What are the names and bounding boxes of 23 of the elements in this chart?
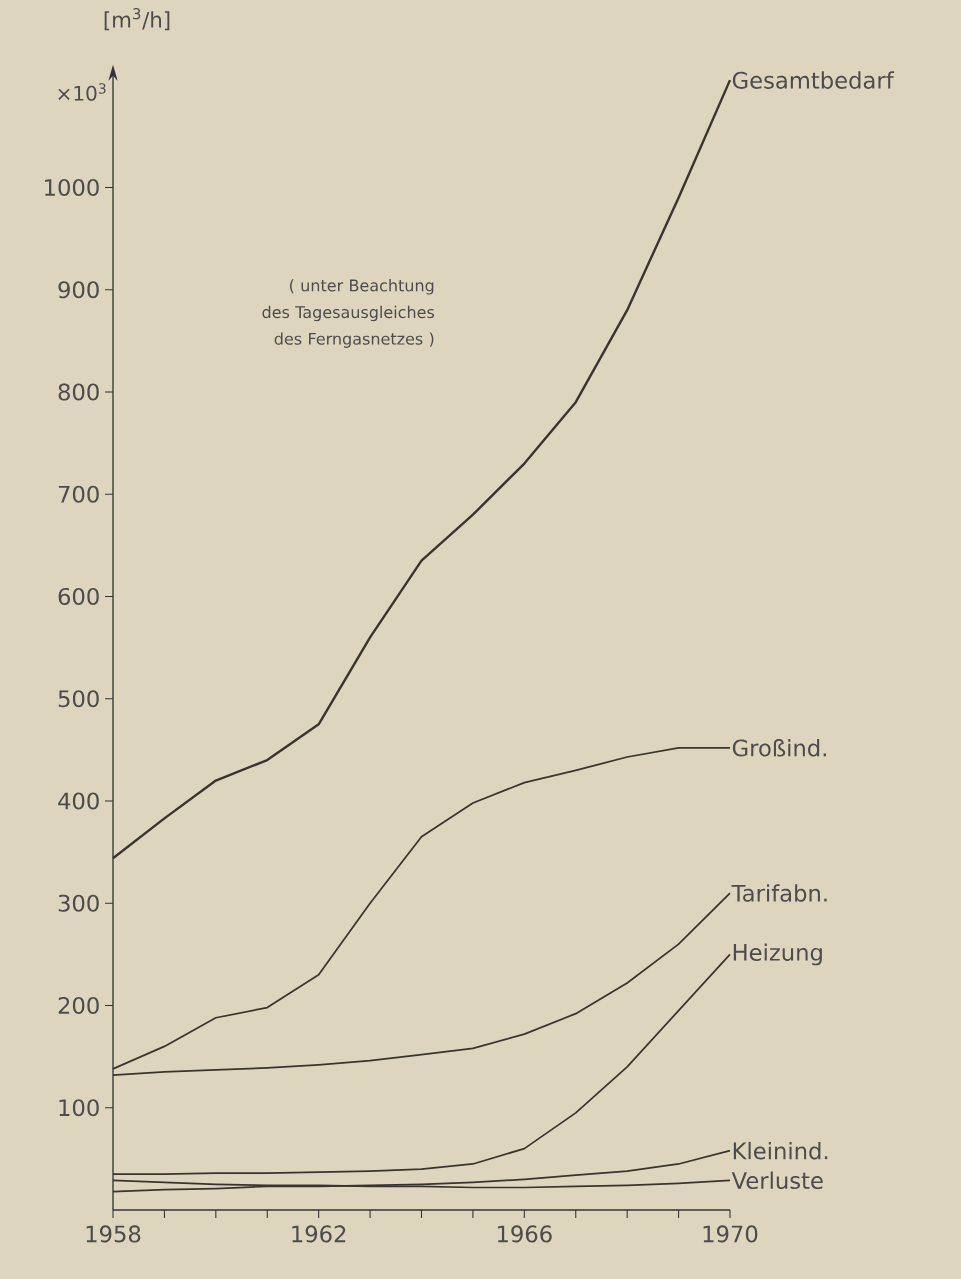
y-tick-label: 300 <box>58 894 99 912</box>
y-tick-label: 900 <box>58 281 99 299</box>
text: ×10$^{3}$ <box>58 83 106 101</box>
series-label: Gesamtbedarf <box>732 71 895 89</box>
series-label: Kleinind. <box>733 1141 828 1160</box>
series-label: Heizung <box>733 943 822 966</box>
y-tick-label: 100 <box>59 1099 99 1117</box>
y-tick-label: 200 <box>58 996 99 1015</box>
y-tick-label: 600 <box>58 587 99 606</box>
y-axis-title: [m$^{3}$/h] <box>104 8 170 31</box>
x-tick-label: 1962 <box>292 1225 346 1243</box>
y-tick-label: 400 <box>58 792 99 810</box>
y-tick-label: 1000 <box>45 178 99 197</box>
annotation: ( unter Beachtung des Tagesausgleiches des Ferngasnetzes ) <box>262 279 435 348</box>
series-label: Tarifabn. <box>731 884 827 902</box>
series-label: Großind. <box>732 739 826 757</box>
x-tick-label: 1958 <box>86 1225 141 1243</box>
y-tick-label: 500 <box>58 690 99 708</box>
series-label: Verluste <box>731 1171 823 1190</box>
y-tick-label: 800 <box>58 383 99 401</box>
y-tick-label: 700 <box>58 485 99 503</box>
x-tick-label: 1970 <box>703 1225 758 1243</box>
x-tick-label: 1966 <box>497 1225 552 1243</box>
